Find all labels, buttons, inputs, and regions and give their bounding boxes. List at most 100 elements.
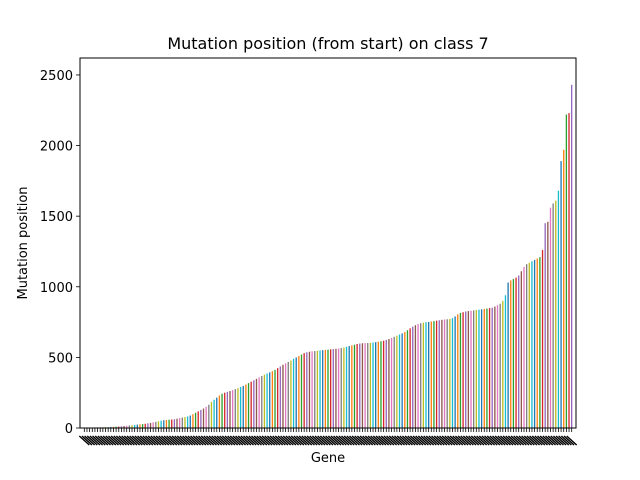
- x-tick-label: [441, 435, 453, 446]
- x-tick-label: [290, 435, 302, 446]
- bar: [404, 331, 406, 428]
- x-tick-label: [102, 435, 114, 446]
- bar: [152, 422, 154, 428]
- x-tick-label: [494, 435, 506, 446]
- bar: [420, 323, 422, 428]
- x-tick-label: [415, 435, 427, 446]
- bar: [414, 325, 417, 428]
- bar: [462, 312, 464, 428]
- bar: [126, 425, 128, 428]
- bar: [332, 349, 334, 428]
- bar: [480, 309, 483, 428]
- bar: [563, 149, 565, 429]
- x-tick-label: [311, 435, 323, 446]
- bar: [181, 417, 183, 428]
- bar: [409, 328, 411, 428]
- x-tick-label: [317, 435, 329, 446]
- x-tick-label: [208, 435, 220, 446]
- bar: [557, 190, 560, 428]
- x-tick-label: [478, 435, 490, 446]
- bar: [324, 349, 327, 428]
- y-ticks-group: 0 500 1000 1500 2000 2500: [40, 69, 80, 437]
- x-tick-label: [198, 435, 209, 446]
- x-tick-label: [558, 435, 570, 446]
- bar: [115, 426, 117, 428]
- x-tick-label: [409, 435, 421, 446]
- x-tick-label: [100, 435, 111, 446]
- bar: [165, 419, 168, 428]
- bar: [197, 411, 199, 428]
- bars-group: [83, 84, 573, 429]
- x-tick-label: [200, 435, 212, 446]
- x-tick-label: [383, 435, 395, 446]
- x-tick-label: [298, 435, 310, 446]
- x-tick-label: [92, 435, 104, 446]
- x-tick-label: [457, 435, 469, 446]
- bar: [255, 378, 258, 428]
- bar: [433, 321, 435, 428]
- bar: [329, 349, 332, 428]
- x-tick-label: [301, 435, 313, 446]
- bar: [224, 392, 226, 428]
- bar: [319, 350, 321, 428]
- bar: [525, 264, 528, 428]
- x-tick-label: [521, 435, 533, 446]
- x-tick-label: [176, 435, 188, 446]
- x-tick-label: [256, 435, 268, 446]
- x-tick-label: [375, 435, 387, 446]
- x-tick-label: [84, 435, 96, 446]
- bar: [345, 346, 348, 428]
- x-tick-label: [248, 435, 260, 446]
- x-tick-label: [470, 435, 482, 446]
- x-tick-label: [282, 435, 294, 446]
- bar: [475, 309, 477, 428]
- bar: [128, 425, 131, 428]
- x-tick-label: [129, 435, 141, 446]
- x-tick-label: [224, 435, 236, 446]
- bar: [300, 354, 303, 428]
- x-tick-label: [349, 435, 360, 446]
- x-tick-label: [123, 435, 135, 446]
- x-tick-label: [439, 435, 451, 446]
- x-tick-label: [253, 435, 265, 446]
- bar: [451, 318, 454, 428]
- x-tick-label: [362, 435, 374, 446]
- x-tick-label: [115, 435, 127, 446]
- x-tick-label: [412, 435, 424, 446]
- x-tick-label: [155, 435, 167, 446]
- x-tick-label: [110, 435, 122, 446]
- y-axis-label: Mutation position: [16, 186, 31, 299]
- bar: [435, 320, 438, 428]
- x-tick-label: [274, 435, 286, 446]
- bar: [337, 348, 340, 428]
- bar: [353, 344, 356, 428]
- x-tick-label: [552, 435, 564, 446]
- bar: [565, 114, 568, 429]
- bar: [210, 401, 213, 428]
- x-tick-label: [425, 435, 437, 446]
- bar: [359, 343, 361, 428]
- bar: [284, 363, 287, 428]
- bar: [375, 342, 377, 428]
- x-tick-label: [293, 435, 305, 446]
- x-tick-label: [314, 435, 326, 446]
- bar: [356, 343, 358, 428]
- x-tick-label: [539, 435, 551, 446]
- x-tick-label: [462, 435, 474, 446]
- bar: [277, 368, 279, 428]
- bar: [234, 389, 236, 428]
- x-tick-label: [523, 435, 535, 446]
- x-tick-label: [560, 435, 572, 446]
- x-tick-label: [166, 435, 178, 446]
- x-tick-label: [547, 435, 559, 446]
- bar: [536, 258, 538, 428]
- bar: [263, 374, 266, 428]
- bar: [446, 319, 448, 428]
- bar: [348, 346, 350, 428]
- x-tick-label: [171, 435, 183, 446]
- x-tick-label: [118, 435, 130, 446]
- bar: [486, 308, 488, 428]
- bar: [568, 113, 570, 428]
- x-tick-label: [213, 435, 225, 446]
